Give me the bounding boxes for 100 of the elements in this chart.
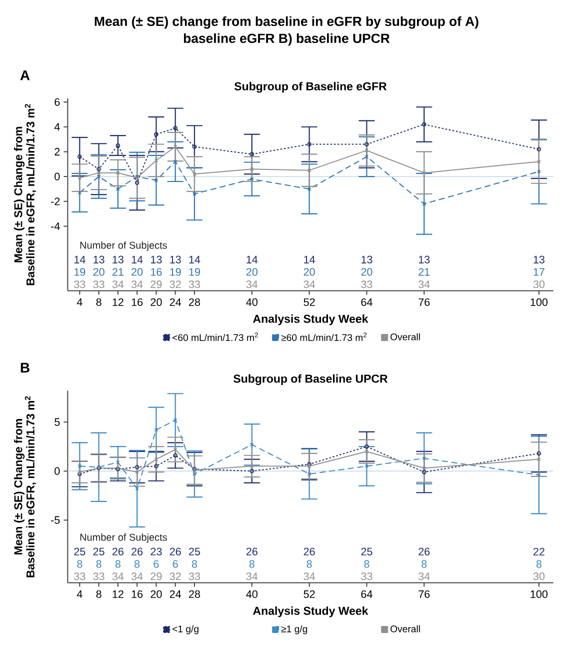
annotation: 33: [188, 280, 200, 288]
y-tick-label: 2: [54, 148, 60, 156]
annotation: 8: [306, 560, 312, 568]
annotation: 8: [77, 560, 82, 568]
annotation: 13: [151, 256, 162, 264]
annotation: 25: [74, 548, 86, 556]
annotation: 13: [112, 256, 124, 264]
x-tick-label: 64: [361, 590, 372, 598]
annotation: 17: [534, 268, 544, 276]
y-tick-label: 6: [54, 98, 60, 106]
annotation: 20: [304, 268, 315, 276]
annotation: Number of Subjects: [80, 533, 167, 543]
annotation: 34: [418, 280, 430, 288]
x-tick-label: 40: [246, 590, 258, 598]
x-tick-label: 28: [189, 590, 200, 598]
annotation: 26: [418, 548, 430, 556]
annotation: 26: [246, 548, 258, 556]
x-tick-label: 100: [530, 298, 548, 306]
annotation: 26: [112, 548, 124, 556]
x-tick-label: 52: [304, 590, 315, 598]
annotation: 26: [170, 548, 181, 556]
annotation: 34: [131, 280, 143, 288]
annotation: 20: [246, 268, 258, 276]
x-tick-label: 12: [112, 590, 124, 598]
x-tick-label: 24: [170, 298, 182, 306]
annotation: 34: [246, 572, 258, 580]
annotation: 21: [112, 268, 124, 276]
legend-label: <60 mL/min/1.73 m$^{2}$: [172, 332, 258, 341]
chart-title: Mean (± SE) change from baseline in eGFR by subgroup of A) baseline eGFR B) baseline UPCR: [94, 16, 478, 46]
y-tick-label: 0: [54, 467, 60, 475]
y-tick-label: 0: [54, 172, 60, 180]
annotation: 8: [536, 560, 542, 568]
annotation: 26: [132, 548, 143, 556]
y-axis-title: Mean (± SE) Change from Baseline in eGFR, mL/min/1.73 m$^{2}$: [14, 104, 36, 286]
x-tick-label: 8: [96, 298, 102, 306]
x-tick-label: 24: [170, 590, 182, 598]
annotation: 14: [189, 256, 200, 264]
x-tick-label: 20: [150, 298, 162, 306]
x-axis-title: Analysis Study Week: [253, 314, 368, 326]
annotation: 32: [170, 572, 181, 580]
annotation: 8: [115, 560, 120, 568]
legend-label: Overall: [390, 333, 420, 340]
legend-label: Overall: [390, 625, 420, 632]
x-tick-label: 64: [361, 298, 372, 306]
y-tick-label: 4: [54, 123, 60, 131]
annotation: 30: [533, 572, 545, 580]
legend-label: ≥1 g/g: [281, 625, 308, 634]
annotation: 8: [422, 560, 427, 568]
annotation: 23: [150, 548, 162, 556]
annotation: 14: [246, 256, 258, 264]
annotation: 13: [418, 256, 430, 264]
annotation: 30: [533, 280, 545, 288]
annotation: 6: [154, 560, 159, 568]
annotation: 34: [112, 280, 124, 288]
annotation: 34: [304, 280, 315, 288]
annotation: 33: [74, 280, 86, 288]
y-tick-label: -4: [51, 222, 60, 230]
x-tick-label: 76: [418, 590, 430, 598]
annotation: 8: [96, 560, 102, 568]
annotation: 20: [93, 268, 104, 276]
annotation: 34: [418, 572, 430, 580]
x-tick-label: 20: [150, 590, 162, 598]
x-tick-label: 100: [530, 590, 548, 598]
annotation: 25: [93, 548, 104, 556]
annotation: 34: [304, 572, 315, 580]
annotation: 33: [74, 572, 86, 580]
x-tick-label: 16: [132, 298, 143, 306]
annotation: 19: [74, 268, 86, 276]
text: B: [20, 362, 30, 373]
x-tick-label: 12: [112, 298, 124, 306]
x-tick-label: 16: [132, 590, 143, 598]
annotation: 33: [93, 280, 104, 288]
annotation: 8: [249, 560, 254, 568]
annotation: Number of Subjects: [80, 241, 167, 251]
annotation: 19: [170, 268, 181, 276]
chart-title: Subgroup of Baseline UPCR: [234, 374, 388, 386]
x-tick-label: 52: [304, 298, 315, 306]
x-tick-label: 8: [96, 590, 102, 598]
annotation: 20: [361, 268, 372, 276]
x-tick-label: 4: [76, 590, 82, 598]
annotation: 19: [189, 268, 200, 276]
x-tick-label: 4: [76, 298, 82, 306]
annotation: 34: [112, 572, 124, 580]
y-axis-title: Mean (± SE) Change from Baseline in eGFR, mL/min/1.73 m$^{2}$: [14, 396, 36, 578]
annotation: 34: [131, 572, 143, 580]
annotation: 14: [132, 256, 143, 264]
y-tick-label: -5: [51, 516, 60, 524]
annotation: 34: [246, 280, 258, 288]
annotation: 33: [93, 572, 104, 580]
annotation: 33: [188, 572, 200, 580]
text: A: [20, 70, 30, 80]
annotation: 8: [192, 560, 198, 568]
annotation: 8: [134, 560, 140, 568]
annotation: 22: [533, 548, 544, 556]
annotation: 26: [304, 548, 315, 556]
annotation: 13: [94, 256, 104, 264]
legend-label: <1 g/g: [172, 625, 198, 634]
annotation: 13: [362, 256, 372, 264]
annotation: 25: [361, 548, 372, 556]
annotation: 33: [361, 280, 372, 288]
